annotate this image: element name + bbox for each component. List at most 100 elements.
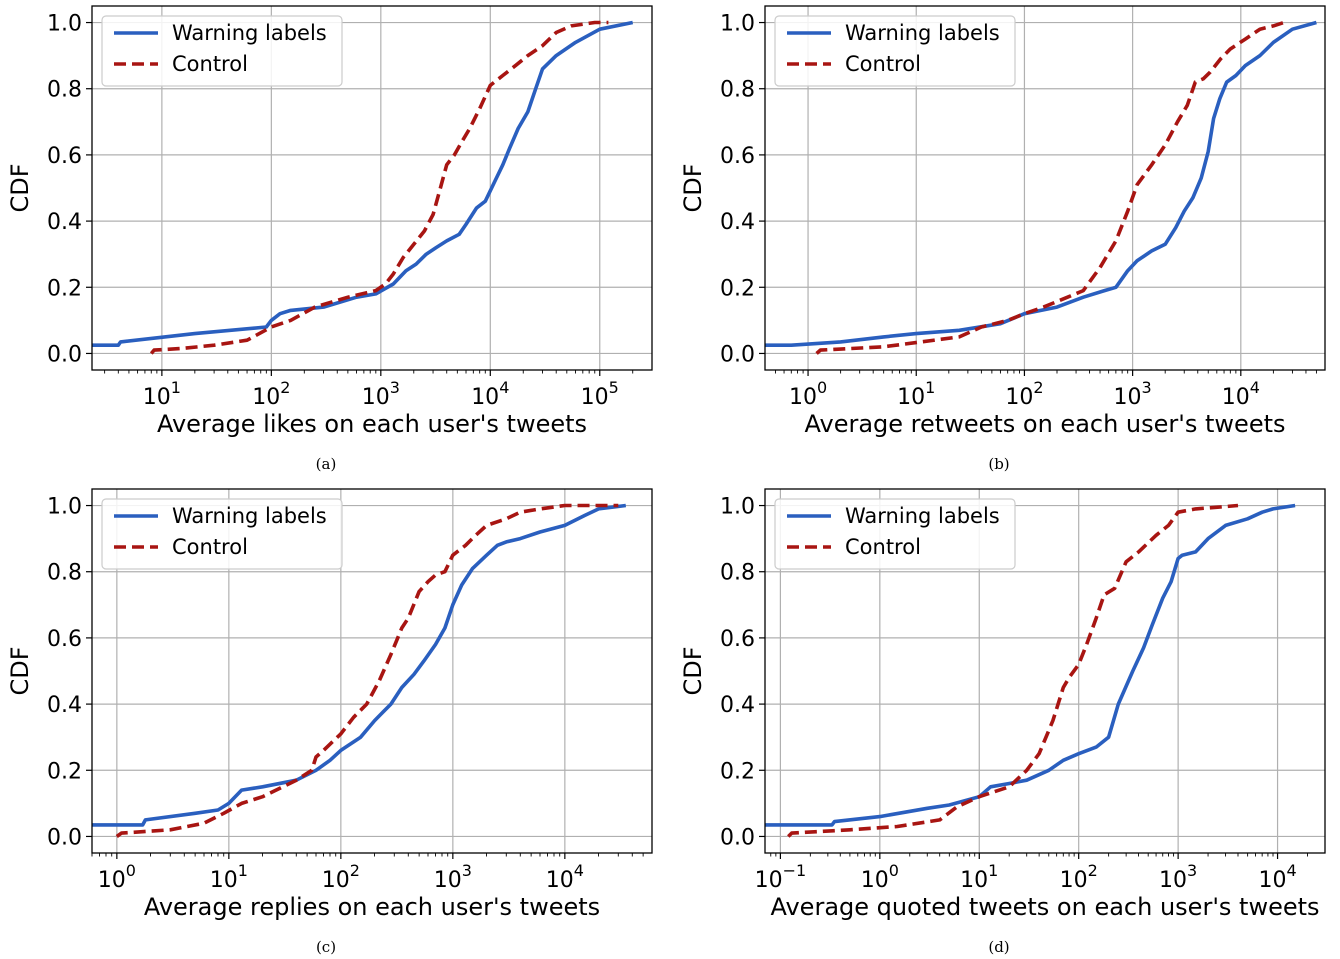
y-axis-label: CDF <box>6 163 34 212</box>
legend-box <box>101 498 343 570</box>
x-axis-label: Average likes on each user's tweets <box>157 410 587 438</box>
y-tick-label: 0.4 <box>720 210 755 235</box>
x-tick-base: 10 <box>143 385 171 410</box>
x-tick-label: 103 <box>1114 378 1152 410</box>
x-tick-label: 101 <box>143 378 181 410</box>
x-tick-exponent: 0 <box>889 861 899 880</box>
y-tick-label: 0.0 <box>720 825 755 850</box>
x-tick-label: 104 <box>471 378 509 410</box>
x-tick-base: 10 <box>897 385 925 410</box>
x-tick-exponent: 2 <box>280 378 290 397</box>
y-tick-label: 0.8 <box>720 78 755 103</box>
caption-b: (b) <box>988 455 1010 473</box>
plot-frame <box>91 488 653 854</box>
x-tick-label: 10−1 <box>755 861 807 893</box>
y-tick-label: 0.6 <box>47 627 82 652</box>
x-tick-label: 103 <box>434 861 472 893</box>
x-tick-label: 100 <box>861 861 899 893</box>
y-axis-label: CDF <box>679 163 707 212</box>
y-tick-label: 0.6 <box>720 627 755 652</box>
caption-a: (a) <box>315 455 337 473</box>
y-tick-label: 0.0 <box>47 342 82 367</box>
legend-label: Warning labels <box>172 21 327 45</box>
x-tick-base: 10 <box>1114 385 1142 410</box>
series-control-line <box>815 20 1285 355</box>
y-tick-label: 0.6 <box>47 144 82 169</box>
x-tick-label: 101 <box>897 378 935 410</box>
legend-label: Warning labels <box>845 21 1000 45</box>
series-warning-labels-line <box>92 503 627 827</box>
x-tick-exponent: 3 <box>1142 378 1152 397</box>
x-tick-base: 10 <box>322 868 350 893</box>
x-tick-exponent: 5 <box>609 378 619 397</box>
y-tick-label: 1.0 <box>47 12 82 37</box>
x-tick-exponent: 1 <box>988 861 998 880</box>
x-tick-exponent: 1 <box>238 861 248 880</box>
series-control-line <box>115 503 619 838</box>
x-tick-base: 10 <box>210 868 238 893</box>
x-tick-label: 101 <box>210 861 248 893</box>
legend: Warning labels Control <box>101 498 343 570</box>
legend-label: Warning labels <box>845 504 1000 528</box>
x-tick-exponent: 4 <box>1286 861 1296 880</box>
y-tick-label: 0.6 <box>720 144 755 169</box>
y-tick-label: 0.8 <box>720 561 755 586</box>
plot-frame <box>764 5 1326 371</box>
x-axis-label: Average retweets on each user's tweets <box>805 410 1286 438</box>
x-tick-base: 10 <box>755 868 783 893</box>
legend-label: Control <box>172 52 248 76</box>
x-tick-base: 10 <box>546 868 574 893</box>
x-tick-label: 102 <box>1005 378 1043 410</box>
legend-box <box>774 498 1016 570</box>
x-tick-exponent: 4 <box>574 861 584 880</box>
x-tick-label: 105 <box>581 378 619 410</box>
x-tick-base: 10 <box>1159 868 1187 893</box>
x-tick-base: 10 <box>434 868 462 893</box>
series-warning-labels-line <box>92 20 634 348</box>
x-tick-exponent: 2 <box>1033 378 1043 397</box>
x-tick-base: 10 <box>471 385 499 410</box>
y-tick-label: 0.8 <box>47 561 82 586</box>
plot-frame <box>91 5 653 371</box>
x-tick-exponent: 3 <box>462 861 472 880</box>
x-tick-base: 10 <box>960 868 988 893</box>
x-tick-exponent: 0 <box>126 861 136 880</box>
x-tick-exponent: 3 <box>390 378 400 397</box>
x-tick-label: 102 <box>1060 861 1098 893</box>
y-tick-label: 0.0 <box>720 342 755 367</box>
legend: Warning labels Control <box>774 15 1016 87</box>
legend-box <box>774 15 1016 87</box>
series-warning-labels-line <box>765 20 1317 348</box>
x-tick-base: 10 <box>98 868 126 893</box>
x-tick-label: 104 <box>546 861 584 893</box>
y-tick-label: 0.0 <box>47 825 82 850</box>
x-tick-exponent: −1 <box>783 861 807 880</box>
y-tick-label: 0.2 <box>720 276 755 301</box>
x-tick-base: 10 <box>1060 868 1088 893</box>
y-tick-label: 0.2 <box>47 759 82 784</box>
x-tick-exponent: 1 <box>171 378 181 397</box>
x-tick-base: 10 <box>1005 385 1033 410</box>
x-tick-base: 10 <box>1222 385 1250 410</box>
x-tick-label: 100 <box>98 861 136 893</box>
series-control-line <box>787 503 1239 838</box>
legend: Warning labels Control <box>101 15 343 87</box>
caption-c: (c) <box>315 938 337 956</box>
y-tick-label: 0.4 <box>47 693 82 718</box>
x-tick-label: 102 <box>322 861 360 893</box>
caption-d: (d) <box>988 938 1010 956</box>
y-axis-label: CDF <box>679 646 707 695</box>
legend-box <box>101 15 343 87</box>
y-tick-label: 0.2 <box>47 276 82 301</box>
series-control-line <box>149 20 609 355</box>
x-tick-exponent: 4 <box>499 378 509 397</box>
x-tick-base: 10 <box>581 385 609 410</box>
x-axis-label: Average quoted tweets on each user's twe… <box>770 893 1319 921</box>
y-tick-label: 0.2 <box>720 759 755 784</box>
x-axis-label: Average replies on each user's tweets <box>144 893 600 921</box>
legend: Warning labels Control <box>774 498 1016 570</box>
x-tick-label: 103 <box>362 378 400 410</box>
